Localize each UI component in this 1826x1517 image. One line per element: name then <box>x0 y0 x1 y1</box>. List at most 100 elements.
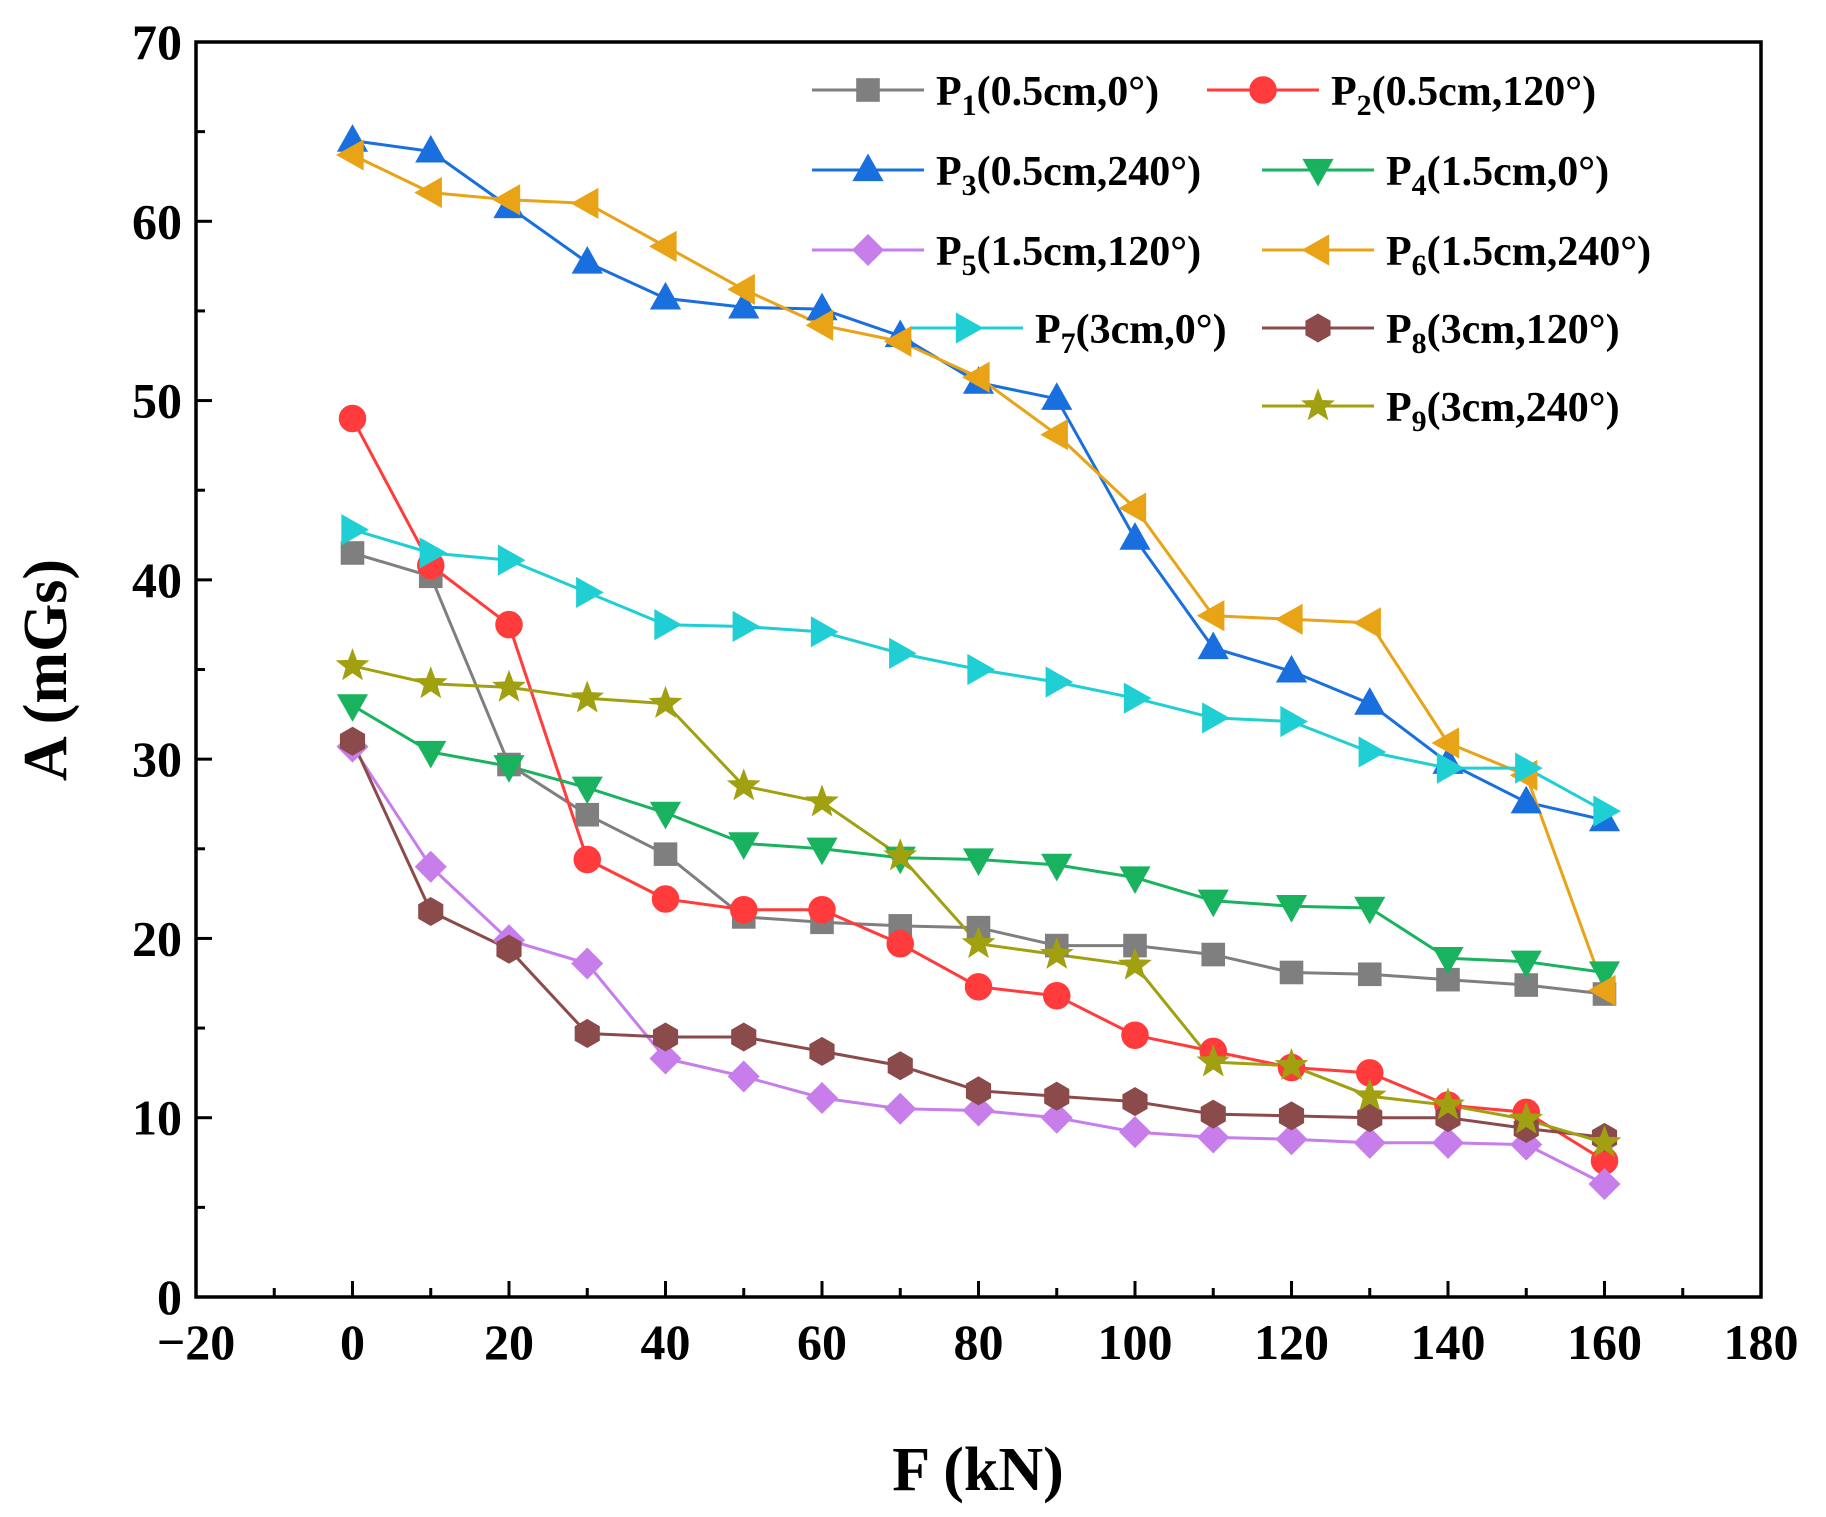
data-point-p8 <box>652 1022 679 1052</box>
data-point-p9 <box>570 680 605 713</box>
data-point-p7 <box>1358 736 1387 768</box>
legend: P1(0.5cm,0°) P2(0.5cm,120°) P3(0.5cm,240°)… <box>812 69 1651 438</box>
x-tick-label: −20 <box>157 1314 236 1370</box>
data-point-p6 <box>727 273 755 305</box>
data-point-p9 <box>1274 1047 1309 1081</box>
data-point-p3 <box>415 134 447 163</box>
data-point-p1 <box>653 842 678 866</box>
data-point-p1 <box>1279 960 1304 985</box>
data-point-p7 <box>1280 705 1308 738</box>
data-point-p6 <box>1431 727 1460 759</box>
y-axis-title: A (mGs) <box>12 559 80 781</box>
data-point-p9 <box>961 926 996 959</box>
data-point-p3 <box>1197 631 1229 660</box>
data-point-p3 <box>1275 654 1308 683</box>
data-point-p4 <box>571 776 603 805</box>
x-tick-label: 40 <box>641 1314 691 1370</box>
data-point-p4 <box>1432 947 1464 975</box>
data-point-p5 <box>571 947 604 980</box>
data-point-p9 <box>1196 1044 1231 1077</box>
data-point-p5 <box>1510 1128 1543 1161</box>
x-tick-label: 0 <box>340 1314 365 1370</box>
data-point-p2 <box>730 895 758 924</box>
data-point-p5 <box>727 1060 760 1093</box>
legend-label-p5: P5(1.5cm,120°) <box>936 229 1201 282</box>
data-point-p9 <box>413 666 448 699</box>
legend-label-p2: P2(0.5cm,120°) <box>1331 69 1596 122</box>
legend-marker-p1 <box>856 78 880 102</box>
data-point-p8 <box>1044 1081 1070 1111</box>
data-point-p8 <box>496 934 522 964</box>
data-point-p6 <box>414 177 442 209</box>
data-point-p5 <box>1431 1126 1465 1159</box>
data-point-p8 <box>809 1036 835 1066</box>
data-point-p6 <box>1588 974 1616 1007</box>
y-tick-label: 0 <box>157 1269 182 1325</box>
data-point-p2 <box>964 973 993 1001</box>
data-point-p2 <box>651 885 680 913</box>
data-point-p6 <box>649 230 677 262</box>
data-point-p8 <box>1357 1103 1383 1133</box>
data-point-p9 <box>1587 1125 1622 1158</box>
data-point-p7 <box>967 653 995 686</box>
data-point-p1 <box>340 541 365 565</box>
data-point-p8 <box>1200 1099 1226 1129</box>
y-tick-label: 10 <box>132 1090 182 1146</box>
data-point-p5 <box>805 1081 839 1115</box>
data-point-p1 <box>1357 962 1382 987</box>
data-point-p7 <box>810 616 839 648</box>
data-point-p9 <box>805 784 839 817</box>
data-point-p6 <box>1196 600 1225 632</box>
data-point-p2 <box>573 845 601 874</box>
y-tick-labels: 0 10 20 30 40 50 60 70 <box>132 14 182 1325</box>
data-point-p8 <box>887 1051 913 1081</box>
data-point-p7 <box>1593 795 1621 827</box>
data-point-p6 <box>1040 419 1068 451</box>
data-point-p6 <box>805 309 834 341</box>
data-point-p3 <box>1354 687 1386 715</box>
data-point-p2 <box>808 895 836 924</box>
data-point-p3 <box>571 246 603 274</box>
x-tick-label: 100 <box>1098 1314 1173 1370</box>
data-point-p5 <box>1353 1126 1386 1159</box>
data-point-p1 <box>1201 942 1226 967</box>
legend-label-p3: P3(0.5cm,240°) <box>936 149 1201 202</box>
x-tick-label: 140 <box>1411 1314 1486 1370</box>
data-point-p7 <box>889 637 917 669</box>
x-tick-label: 20 <box>484 1314 534 1370</box>
data-point-p7 <box>1045 666 1074 698</box>
data-point-p6 <box>492 184 521 216</box>
y-tick-label: 20 <box>132 910 182 966</box>
data-point-p6 <box>1275 603 1303 635</box>
data-point-p2 <box>1121 1021 1149 1049</box>
data-point-p5 <box>649 1042 682 1075</box>
data-point-p3 <box>1119 522 1151 550</box>
data-point-p8 <box>1278 1101 1305 1131</box>
data-point-p8 <box>965 1076 992 1106</box>
data-point-p2 <box>886 930 914 958</box>
legend-marker-p2 <box>1249 76 1277 104</box>
data-point-p4 <box>1275 895 1308 923</box>
data-point-p9 <box>1509 1101 1544 1134</box>
legend-marker-p7 <box>955 312 984 344</box>
data-point-p5 <box>962 1094 995 1127</box>
data-point-p8 <box>339 726 366 756</box>
x-tick-label: 120 <box>1254 1314 1329 1370</box>
x-tick-label: 60 <box>797 1314 847 1370</box>
data-point-p5 <box>1040 1101 1073 1134</box>
legend-label-p4: P4(1.5cm,0°) <box>1386 149 1609 202</box>
data-point-p4 <box>1354 896 1386 925</box>
legend-marker-p9 <box>1301 388 1335 421</box>
data-point-p4 <box>1119 866 1151 894</box>
legend-label-p9: P9(3cm,240°) <box>1386 385 1620 438</box>
data-point-p7 <box>1436 752 1465 784</box>
data-point-p4 <box>1510 950 1542 979</box>
legend-marker-p3 <box>852 153 884 182</box>
data-point-p4 <box>728 832 760 860</box>
legend-label-p1: P1(0.5cm,0°) <box>936 69 1159 122</box>
data-point-p3 <box>728 290 760 319</box>
legend-label-p7: P7(3cm,0°) <box>1035 307 1227 360</box>
x-tick-label: 80 <box>954 1314 1004 1370</box>
data-point-p7 <box>419 537 448 569</box>
